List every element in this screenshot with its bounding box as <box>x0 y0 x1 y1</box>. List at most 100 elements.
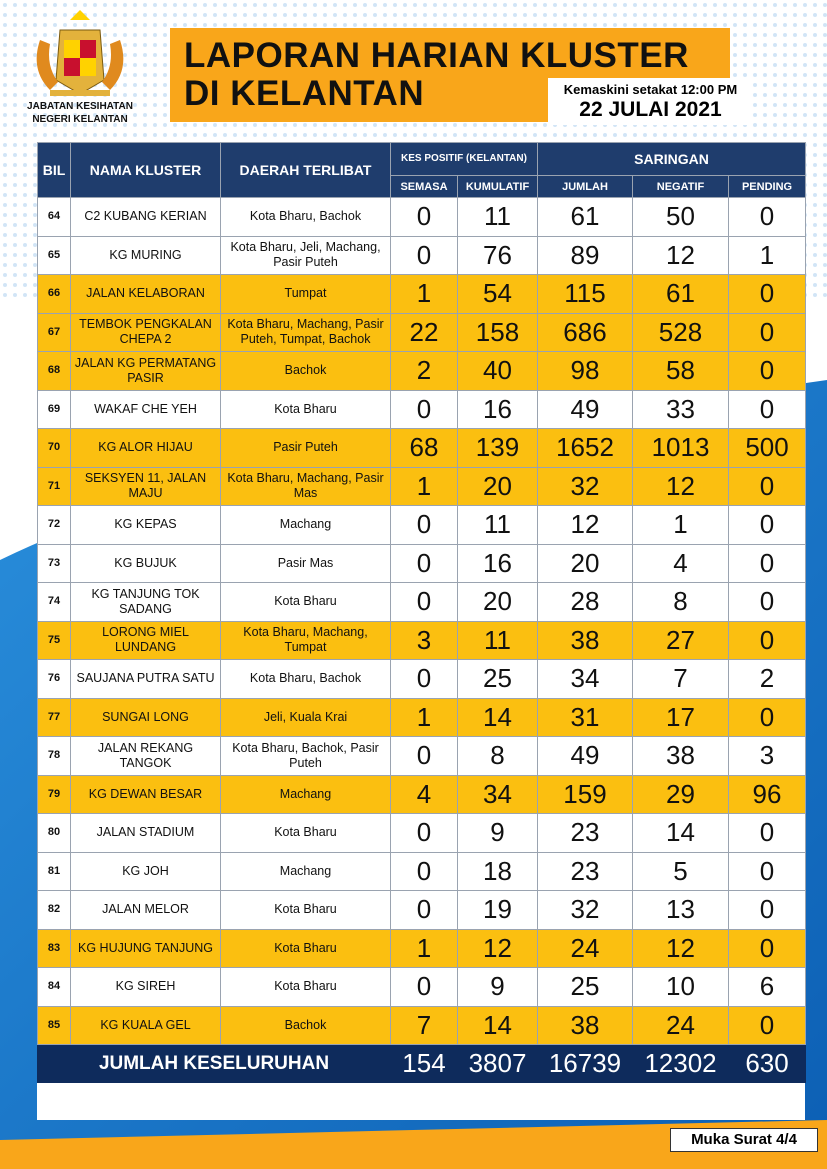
district: Kota Bharu <box>220 582 391 622</box>
cluster-name: C2 KUBANG KERIAN <box>70 197 221 237</box>
cluster-name: KG HUJUNG TANJUNG <box>70 928 221 968</box>
district: Machang <box>220 505 391 545</box>
district: Pasir Mas <box>220 543 391 583</box>
district: Bachok <box>220 351 391 391</box>
value-cell: 1 <box>390 466 458 506</box>
district: Kota Bharu <box>220 967 391 1007</box>
table-row: 84 KG SIREH Kota Bharu 0 9 25 10 6 <box>37 967 807 1007</box>
table-row: 76 SAUJANA PUTRA SATU Kota Bharu, Bachok 0 2… <box>37 659 807 699</box>
value-cell: 50 <box>632 197 729 237</box>
value-cell: 5 <box>632 851 729 891</box>
district: Kota Bharu <box>220 389 391 429</box>
table-row: 79 KG DEWAN BESAR Machang 4 34 159 29 96 <box>37 774 807 814</box>
value-cell: 7 <box>390 1005 458 1045</box>
value-cell: 2 <box>727 659 807 699</box>
value-cell: 89 <box>537 235 633 275</box>
value-cell: 12 <box>457 928 538 968</box>
bil-cell: 65 <box>37 235 71 275</box>
district: Kota Bharu, Bachok, Pasir Puteh <box>220 736 391 776</box>
total-row: JUMLAH KESELURUHAN 154 3807 16739 12302 630 <box>37 1044 807 1083</box>
cluster-name: KG SIREH <box>70 967 221 1007</box>
bil-cell: 75 <box>37 620 71 660</box>
value-cell: 0 <box>727 1005 807 1045</box>
total-value: 3807 <box>457 1044 538 1083</box>
value-cell: 1 <box>632 505 729 545</box>
value-cell: 11 <box>457 620 538 660</box>
cluster-name: KG ALOR HIJAU <box>70 428 221 468</box>
district: Kota Bharu, Machang, Pasir Puteh, Tumpat… <box>220 312 391 352</box>
value-cell: 158 <box>457 312 538 352</box>
table-row: 74 KG TANJUNG TOK SADANG Kota Bharu 0 20 28 8 0 <box>37 582 807 622</box>
value-cell: 20 <box>537 543 633 583</box>
district: Kota Bharu <box>220 813 391 853</box>
value-cell: 13 <box>632 890 729 930</box>
value-cell: 3 <box>390 620 458 660</box>
value-cell: 76 <box>457 235 538 275</box>
cluster-name: TEMBOK PENGKALAN CHEPA 2 <box>70 312 221 352</box>
value-cell: 0 <box>390 659 458 699</box>
cluster-name: JALAN MELOR <box>70 890 221 930</box>
value-cell: 0 <box>727 466 807 506</box>
table-row: 78 JALAN REKANG TANGOK Kota Bharu, Bachok,… <box>37 736 807 776</box>
value-cell: 1 <box>390 928 458 968</box>
value-cell: 14 <box>632 813 729 853</box>
table-row: 67 TEMBOK PENGKALAN CHEPA 2 Kota Bharu, Ma… <box>37 312 807 352</box>
value-cell: 0 <box>390 967 458 1007</box>
value-cell: 68 <box>390 428 458 468</box>
cluster-name: KG DEWAN BESAR <box>70 774 221 814</box>
value-cell: 528 <box>632 312 729 352</box>
table-row: 81 KG JOH Machang 0 18 23 5 0 <box>37 851 807 891</box>
value-cell: 3 <box>727 736 807 776</box>
title: DI KELANTAN <box>184 74 425 113</box>
total-value: 154 <box>390 1044 458 1083</box>
value-cell: 23 <box>537 813 633 853</box>
value-cell: 1652 <box>537 428 633 468</box>
value-cell: 4 <box>390 774 458 814</box>
bil-cell: 79 <box>37 774 71 814</box>
value-cell: 32 <box>537 890 633 930</box>
value-cell: 0 <box>727 851 807 891</box>
district: Kota Bharu, Bachok <box>220 197 391 237</box>
table-row: 83 KG HUJUNG TANJUNG Kota Bharu 1 12 24 12 0 <box>37 928 807 968</box>
cluster-name: JALAN REKANG TANGOK <box>70 736 221 776</box>
value-cell: 139 <box>457 428 538 468</box>
value-cell: 14 <box>457 1005 538 1045</box>
value-cell: 0 <box>727 389 807 429</box>
value-cell: 1 <box>390 274 458 314</box>
value-cell: 0 <box>727 351 807 391</box>
bil-cell: 80 <box>37 813 71 853</box>
district: Kota Bharu <box>220 890 391 930</box>
value-cell: 34 <box>537 659 633 699</box>
cluster-name: KG TANJUNG TOK SADANG <box>70 582 221 622</box>
group-header: KES POSITIF (KELANTAN) <box>390 142 538 176</box>
district: Jeli, Kuala Krai <box>220 697 391 737</box>
value-cell: 98 <box>537 351 633 391</box>
value-cell: 0 <box>727 697 807 737</box>
value-cell: 23 <box>537 851 633 891</box>
value-cell: 0 <box>390 197 458 237</box>
value-cell: 4 <box>632 543 729 583</box>
value-cell: 34 <box>457 774 538 814</box>
bil-cell: 77 <box>37 697 71 737</box>
total-value: 16739 <box>537 1044 633 1083</box>
table-row: 71 SEKSYEN 11, JALAN MAJU Kota Bharu, Mach… <box>37 466 807 506</box>
district: Machang <box>220 851 391 891</box>
value-cell: 33 <box>632 389 729 429</box>
value-cell: 12 <box>632 928 729 968</box>
table-row: 72 KG KEPAS Machang 0 11 12 1 0 <box>37 505 807 545</box>
bil-cell: 85 <box>37 1005 71 1045</box>
value-cell: 31 <box>537 697 633 737</box>
value-cell: 0 <box>727 890 807 930</box>
value-cell: 40 <box>457 351 538 391</box>
table-row: 80 JALAN STADIUM Kota Bharu 0 9 23 14 0 <box>37 813 807 853</box>
value-cell: 10 <box>632 967 729 1007</box>
value-cell: 0 <box>390 235 458 275</box>
value-cell: 14 <box>457 697 538 737</box>
district: Kota Bharu, Bachok <box>220 659 391 699</box>
bil-cell: 74 <box>37 582 71 622</box>
value-cell: 38 <box>537 1005 633 1045</box>
cluster-name: LORONG MIEL LUNDANG <box>70 620 221 660</box>
date: 22 JULAI 2021 <box>579 98 722 121</box>
value-cell: 115 <box>537 274 633 314</box>
value-cell: 32 <box>537 466 633 506</box>
